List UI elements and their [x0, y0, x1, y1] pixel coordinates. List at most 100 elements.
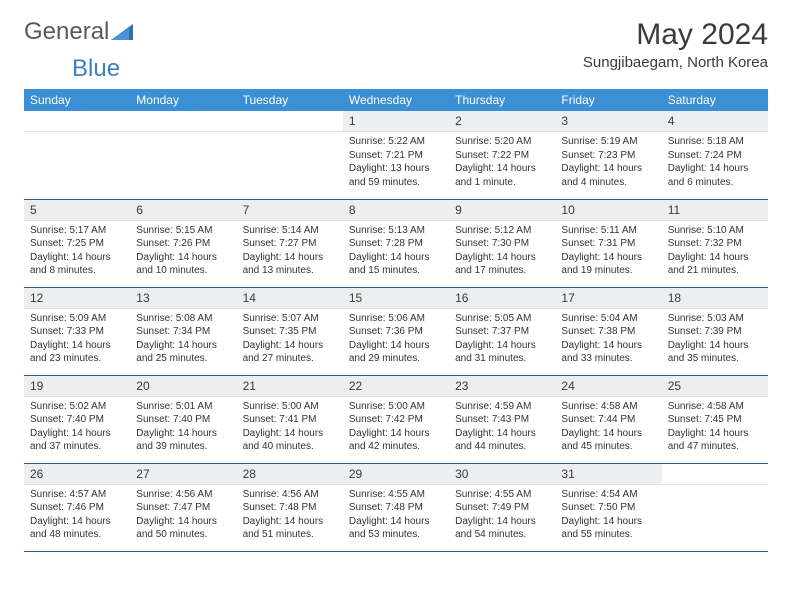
day-content: Sunrise: 4:56 AMSunset: 7:47 PMDaylight:… — [130, 485, 236, 546]
sunset-line: Sunset: 7:35 PM — [243, 325, 337, 339]
day-content: Sunrise: 5:04 AMSunset: 7:38 PMDaylight:… — [555, 309, 661, 370]
calendar-cell: 8Sunrise: 5:13 AMSunset: 7:28 PMDaylight… — [343, 199, 449, 287]
sunrise-line: Sunrise: 5:13 AM — [349, 224, 443, 238]
calendar-cell: 21Sunrise: 5:00 AMSunset: 7:41 PMDayligh… — [237, 375, 343, 463]
day-number: 3 — [555, 111, 661, 132]
day-number: 2 — [449, 111, 555, 132]
weekday-header: Saturday — [662, 89, 768, 111]
calendar-cell: 26Sunrise: 4:57 AMSunset: 7:46 PMDayligh… — [24, 463, 130, 551]
day-number: 4 — [662, 111, 768, 132]
calendar-cell: 10Sunrise: 5:11 AMSunset: 7:31 PMDayligh… — [555, 199, 661, 287]
sunset-line: Sunset: 7:34 PM — [136, 325, 230, 339]
day-content: Sunrise: 5:05 AMSunset: 7:37 PMDaylight:… — [449, 309, 555, 370]
sunrise-line: Sunrise: 5:02 AM — [30, 400, 124, 414]
sunset-line: Sunset: 7:32 PM — [668, 237, 762, 251]
day-number-empty — [130, 111, 236, 132]
calendar-cell: 25Sunrise: 4:58 AMSunset: 7:45 PMDayligh… — [662, 375, 768, 463]
day-number: 20 — [130, 376, 236, 397]
calendar-cell: 2Sunrise: 5:20 AMSunset: 7:22 PMDaylight… — [449, 111, 555, 199]
day-content: Sunrise: 4:55 AMSunset: 7:48 PMDaylight:… — [343, 485, 449, 546]
daylight-line: Daylight: 14 hours and 29 minutes. — [349, 339, 443, 366]
sunset-line: Sunset: 7:47 PM — [136, 501, 230, 515]
daylight-line: Daylight: 14 hours and 23 minutes. — [30, 339, 124, 366]
logo: General — [24, 18, 133, 46]
day-content: Sunrise: 5:03 AMSunset: 7:39 PMDaylight:… — [662, 309, 768, 370]
day-content: Sunrise: 5:20 AMSunset: 7:22 PMDaylight:… — [449, 132, 555, 193]
daylight-line: Daylight: 14 hours and 39 minutes. — [136, 427, 230, 454]
sunset-line: Sunset: 7:23 PM — [561, 149, 655, 163]
page-title: May 2024 — [583, 18, 768, 52]
sunrise-line: Sunrise: 5:04 AM — [561, 312, 655, 326]
day-content: Sunrise: 5:13 AMSunset: 7:28 PMDaylight:… — [343, 221, 449, 282]
sunrise-line: Sunrise: 5:10 AM — [668, 224, 762, 238]
logo-triangle-icon — [111, 22, 133, 42]
calendar-cell: 5Sunrise: 5:17 AMSunset: 7:25 PMDaylight… — [24, 199, 130, 287]
daylight-line: Daylight: 14 hours and 44 minutes. — [455, 427, 549, 454]
sunrise-line: Sunrise: 5:07 AM — [243, 312, 337, 326]
day-content: Sunrise: 5:00 AMSunset: 7:41 PMDaylight:… — [237, 397, 343, 458]
sunrise-line: Sunrise: 5:05 AM — [455, 312, 549, 326]
day-number-empty — [662, 464, 768, 485]
calendar-cell: 15Sunrise: 5:06 AMSunset: 7:36 PMDayligh… — [343, 287, 449, 375]
logo-text-2: Blue — [72, 55, 120, 83]
sunset-line: Sunset: 7:30 PM — [455, 237, 549, 251]
daylight-line: Daylight: 14 hours and 37 minutes. — [30, 427, 124, 454]
sunset-line: Sunset: 7:28 PM — [349, 237, 443, 251]
daylight-line: Daylight: 14 hours and 54 minutes. — [455, 515, 549, 542]
daylight-line: Daylight: 14 hours and 45 minutes. — [561, 427, 655, 454]
day-number: 10 — [555, 200, 661, 221]
day-number: 7 — [237, 200, 343, 221]
sunset-line: Sunset: 7:49 PM — [455, 501, 549, 515]
calendar-cell: 31Sunrise: 4:54 AMSunset: 7:50 PMDayligh… — [555, 463, 661, 551]
day-content: Sunrise: 5:17 AMSunset: 7:25 PMDaylight:… — [24, 221, 130, 282]
sunrise-line: Sunrise: 4:58 AM — [561, 400, 655, 414]
calendar-cell: 20Sunrise: 5:01 AMSunset: 7:40 PMDayligh… — [130, 375, 236, 463]
sunrise-line: Sunrise: 5:15 AM — [136, 224, 230, 238]
calendar-cell: 22Sunrise: 5:00 AMSunset: 7:42 PMDayligh… — [343, 375, 449, 463]
sunset-line: Sunset: 7:45 PM — [668, 413, 762, 427]
title-block: May 2024 Sungjibaegam, North Korea — [583, 18, 768, 71]
daylight-line: Daylight: 14 hours and 35 minutes. — [668, 339, 762, 366]
calendar-cell — [130, 111, 236, 199]
day-content: Sunrise: 4:59 AMSunset: 7:43 PMDaylight:… — [449, 397, 555, 458]
daylight-line: Daylight: 14 hours and 4 minutes. — [561, 162, 655, 189]
daylight-line: Daylight: 14 hours and 42 minutes. — [349, 427, 443, 454]
calendar-cell: 18Sunrise: 5:03 AMSunset: 7:39 PMDayligh… — [662, 287, 768, 375]
day-number: 1 — [343, 111, 449, 132]
day-content: Sunrise: 5:12 AMSunset: 7:30 PMDaylight:… — [449, 221, 555, 282]
calendar-cell: 6Sunrise: 5:15 AMSunset: 7:26 PMDaylight… — [130, 199, 236, 287]
daylight-line: Daylight: 14 hours and 25 minutes. — [136, 339, 230, 366]
day-number: 16 — [449, 288, 555, 309]
sunset-line: Sunset: 7:21 PM — [349, 149, 443, 163]
sunset-line: Sunset: 7:43 PM — [455, 413, 549, 427]
day-content: Sunrise: 4:57 AMSunset: 7:46 PMDaylight:… — [24, 485, 130, 546]
calendar-cell: 19Sunrise: 5:02 AMSunset: 7:40 PMDayligh… — [24, 375, 130, 463]
day-number: 18 — [662, 288, 768, 309]
weekday-header: Monday — [130, 89, 236, 111]
sunset-line: Sunset: 7:25 PM — [30, 237, 124, 251]
day-number: 5 — [24, 200, 130, 221]
daylight-line: Daylight: 14 hours and 6 minutes. — [668, 162, 762, 189]
calendar-cell: 9Sunrise: 5:12 AMSunset: 7:30 PMDaylight… — [449, 199, 555, 287]
sunrise-line: Sunrise: 5:09 AM — [30, 312, 124, 326]
calendar-cell: 28Sunrise: 4:56 AMSunset: 7:48 PMDayligh… — [237, 463, 343, 551]
sunset-line: Sunset: 7:31 PM — [561, 237, 655, 251]
day-content: Sunrise: 5:22 AMSunset: 7:21 PMDaylight:… — [343, 132, 449, 193]
day-number-empty — [237, 111, 343, 132]
weekday-header: Friday — [555, 89, 661, 111]
calendar-cell: 7Sunrise: 5:14 AMSunset: 7:27 PMDaylight… — [237, 199, 343, 287]
daylight-line: Daylight: 14 hours and 47 minutes. — [668, 427, 762, 454]
sunset-line: Sunset: 7:24 PM — [668, 149, 762, 163]
sunrise-line: Sunrise: 5:01 AM — [136, 400, 230, 414]
location-label: Sungjibaegam, North Korea — [583, 54, 768, 71]
day-number: 30 — [449, 464, 555, 485]
daylight-line: Daylight: 14 hours and 51 minutes. — [243, 515, 337, 542]
day-content: Sunrise: 4:58 AMSunset: 7:45 PMDaylight:… — [662, 397, 768, 458]
sunrise-line: Sunrise: 4:55 AM — [349, 488, 443, 502]
day-number: 6 — [130, 200, 236, 221]
weekday-header: Thursday — [449, 89, 555, 111]
calendar-week-row: 5Sunrise: 5:17 AMSunset: 7:25 PMDaylight… — [24, 199, 768, 287]
day-number: 19 — [24, 376, 130, 397]
day-content: Sunrise: 5:19 AMSunset: 7:23 PMDaylight:… — [555, 132, 661, 193]
day-content: Sunrise: 4:54 AMSunset: 7:50 PMDaylight:… — [555, 485, 661, 546]
